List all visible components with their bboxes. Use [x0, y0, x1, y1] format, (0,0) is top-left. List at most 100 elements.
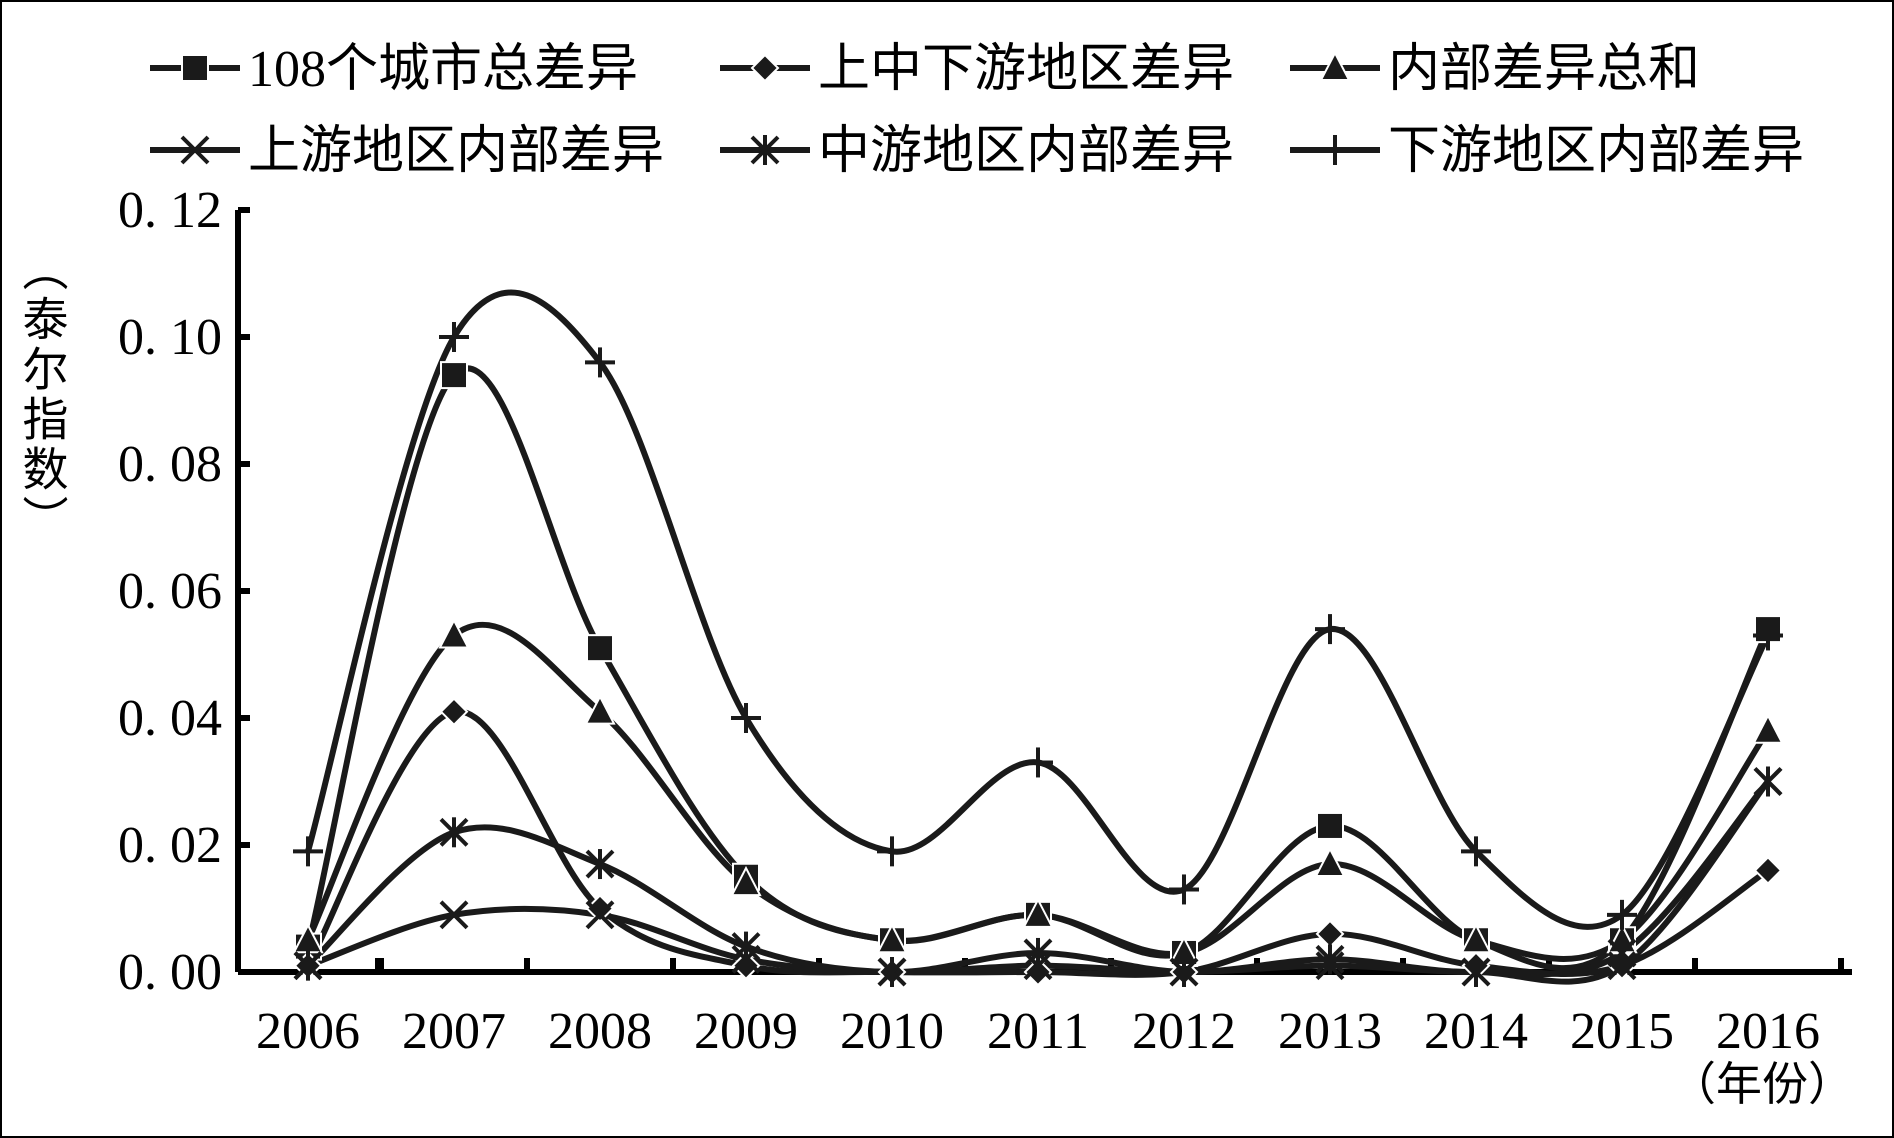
y-tick-label: 0. 10 — [118, 309, 222, 366]
legend-label: 上游地区内部差异 — [248, 123, 664, 180]
data-point-plus — [585, 347, 615, 378]
data-point-plus — [1753, 620, 1783, 651]
x-tick-label: 2014 — [1424, 1003, 1528, 1060]
legend-marker-x — [180, 135, 210, 165]
marker-diamond — [731, 951, 761, 981]
marker-square — [586, 634, 614, 663]
data-point-asterisk — [731, 931, 761, 962]
data-point-asterisk — [877, 957, 907, 987]
legend-marker-square — [181, 54, 209, 82]
data-point-square — [440, 361, 468, 390]
x-tick-label: 2013 — [1278, 1003, 1382, 1060]
marker-square — [440, 361, 468, 390]
data-point-plus — [1607, 899, 1637, 930]
data-point-diamond — [1315, 919, 1345, 949]
data-point-diamond — [1753, 855, 1783, 885]
legend-item: 内部差异总和 — [1290, 41, 1700, 98]
y-tick-label: 0. 00 — [118, 944, 222, 1001]
legend-marker-triangle — [1319, 50, 1351, 81]
marker-diamond — [750, 53, 780, 83]
legend-marker-diamond — [750, 53, 780, 83]
data-point-triangle — [1022, 897, 1054, 928]
data-point-plus — [1461, 836, 1491, 867]
marker-diamond — [439, 697, 469, 727]
data-point-plus — [439, 322, 469, 352]
x-tick-label: 2007 — [402, 1003, 506, 1060]
marker-triangle — [876, 923, 908, 954]
x-tick-label: 2015 — [1570, 1003, 1674, 1060]
data-point-plus — [1023, 747, 1053, 778]
data-point-asterisk — [1753, 766, 1783, 797]
legend-label: 中游地区内部差异 — [818, 123, 1234, 180]
data-point-asterisk — [1315, 944, 1345, 975]
data-point-asterisk — [1169, 957, 1199, 987]
legend-marker-plus — [1320, 135, 1350, 165]
data-point-x — [439, 900, 469, 930]
marker-x-stroke — [180, 135, 210, 165]
x-tick-label: 2016 — [1716, 1003, 1820, 1060]
marker-triangle — [1319, 50, 1351, 81]
data-point-triangle — [1752, 713, 1784, 744]
y-tick-label: 0. 08 — [118, 436, 222, 493]
marker-triangle — [1752, 713, 1784, 744]
y-tick-label: 0. 06 — [118, 563, 222, 620]
data-point-square — [586, 634, 614, 663]
x-tick-label: 2010 — [840, 1003, 944, 1060]
marker-x-stroke — [439, 900, 469, 930]
marker-x-stroke — [585, 900, 615, 930]
data-point-triangle — [1314, 846, 1346, 878]
data-point-diamond — [439, 697, 469, 727]
y-tick-label: 0. 04 — [118, 690, 222, 747]
legend-label: 上中下游地区差异 — [818, 41, 1234, 98]
data-point-square — [1316, 811, 1344, 840]
y-tick-label: 0. 02 — [118, 817, 222, 874]
axes: 0. 00 0. 02 0. 04 0. 06 0. 08 0. 10 0. 12 2006 2… — [17, 182, 1855, 1110]
marker-diamond — [1023, 957, 1053, 987]
data-point-asterisk — [293, 950, 323, 981]
data-point-diamond — [731, 951, 761, 981]
data-point-triangle — [438, 618, 470, 649]
legend-item: 上中下游地区差异 — [720, 41, 1234, 98]
series-line-square — [305, 365, 1771, 972]
y-axis-label: （泰尔指数） — [17, 245, 68, 545]
data-point-plus — [1315, 614, 1345, 645]
legend-label: 内部差异总和 — [1388, 41, 1700, 98]
marker-triangle — [1460, 923, 1492, 954]
x-tick-label: 2011 — [987, 1003, 1089, 1060]
data-point-asterisk — [585, 849, 615, 880]
data-point-asterisk — [1607, 937, 1637, 968]
marker-square — [181, 54, 209, 82]
x-tick-label: 2006 — [256, 1003, 360, 1060]
marker-square — [1316, 811, 1344, 840]
series-lines — [305, 289, 1771, 985]
data-point-diamond — [1023, 957, 1053, 987]
data-point-asterisk — [1461, 957, 1491, 987]
legend-label: 下游地区内部差异 — [1388, 123, 1804, 180]
data-point-triangle — [730, 865, 762, 897]
data-point-triangle — [584, 694, 616, 725]
marker-triangle — [584, 694, 616, 725]
legend-item: 上游地区内部差异 — [150, 123, 664, 180]
series-markers — [292, 322, 1784, 987]
legend-item: 108个城市总差异 — [150, 41, 638, 98]
legend-marker-asterisk — [750, 135, 780, 165]
data-point-asterisk — [1023, 937, 1053, 968]
data-point-plus — [1169, 874, 1199, 905]
x-tick-label: 2009 — [694, 1003, 798, 1060]
marker-triangle — [438, 618, 470, 649]
marker-diamond — [1753, 855, 1783, 885]
marker-triangle — [1314, 846, 1346, 878]
data-point-x — [585, 900, 615, 930]
series-line-triangle — [305, 621, 1771, 962]
x-tick-label: 2008 — [548, 1003, 652, 1060]
marker-diamond — [1315, 919, 1345, 949]
data-point-plus — [731, 703, 761, 733]
marker-triangle — [1022, 897, 1054, 928]
legend-item: 下游地区内部差异 — [1290, 123, 1804, 180]
data-point-triangle — [1460, 923, 1492, 954]
y-tick-label: 0. 12 — [118, 182, 222, 239]
data-point-asterisk — [439, 817, 469, 848]
legend-item: 中游地区内部差异 — [720, 123, 1234, 180]
